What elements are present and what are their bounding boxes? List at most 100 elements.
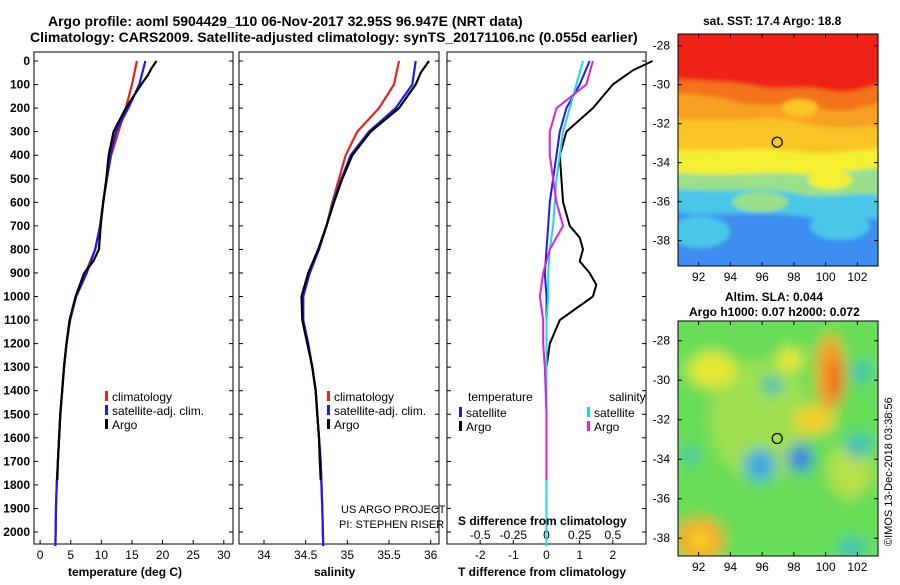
depth-tick-label: 1200: [3, 337, 30, 351]
x-tick-label: 36: [424, 548, 438, 562]
depth-tick-label: 1500: [3, 407, 30, 421]
map-lat-tick-label: -38: [653, 531, 671, 545]
series-line-sal_satellite: [545, 60, 584, 547]
sla-map-title: Altim. SLA: 0.044: [725, 290, 823, 304]
depth-tick-label: 500: [10, 172, 30, 186]
map-lon-tick-label: 100: [816, 560, 836, 574]
legend-swatch-climatology: [327, 391, 330, 401]
legend-swatch-sal_argo: [587, 421, 590, 431]
x-tick-label: -1: [508, 548, 519, 562]
map-lat-tick-label: -32: [653, 117, 671, 131]
legend-swatch-satellite: [459, 407, 462, 417]
title-line-1: Argo profile: aoml 5904429_110 06-Nov-20…: [48, 13, 523, 29]
legend-swatch-satellite: [105, 405, 108, 415]
x-tick-label: 30: [217, 548, 231, 562]
pi-annotation: PI: STEPHEN RISER: [339, 519, 444, 531]
map-lon-tick-label: 94: [724, 560, 738, 574]
legend-swatch-argo: [105, 419, 108, 429]
legend-label-satellite: satellite-adj. clim.: [334, 404, 426, 418]
legend-label-argo: Argo: [334, 418, 360, 432]
x-tick-label: 10: [95, 548, 109, 562]
depth-tick-label: 0: [23, 54, 30, 68]
top-x-tick-label: 0.25: [568, 528, 592, 542]
legend-label-climatology: climatology: [334, 390, 394, 404]
x-tick-label: 2: [609, 548, 616, 562]
map-lat-tick-label: -28: [653, 39, 671, 53]
project-annotation: US ARGO PROJECT: [341, 504, 446, 516]
depth-tick-label: 1700: [3, 454, 30, 468]
series-line-climatology: [302, 60, 401, 547]
legend-swatch-argo: [459, 421, 462, 431]
top-x-tick-label: -0.25: [500, 528, 528, 542]
series-line-argo: [545, 60, 654, 481]
map-lon-tick-label: 100: [816, 270, 836, 284]
depth-tick-label: 1900: [3, 501, 30, 515]
sst-map: [678, 34, 878, 266]
x-tick-label: 20: [156, 548, 170, 562]
legend-salinity-title: salinity: [609, 390, 646, 404]
map-lon-tick-label: 102: [847, 560, 867, 574]
map-lon-tick-label: 96: [755, 270, 769, 284]
legend-label-t-satellite: satellite: [466, 406, 507, 420]
map-lon-tick-label: 96: [755, 560, 769, 574]
map-lon-tick-label: 98: [787, 560, 801, 574]
legend-label-t-argo: Argo: [466, 420, 492, 434]
depth-tick-label: 1300: [3, 360, 30, 374]
map-lat-tick-label: -38: [653, 234, 671, 248]
map-lon-tick-label: 92: [692, 270, 706, 284]
legend-label-s-sal_argo: Argo: [594, 420, 620, 434]
x-tick-label: 1: [576, 548, 583, 562]
series-line-climatology: [54, 60, 138, 547]
depth-tick-label: 1600: [3, 431, 30, 445]
legend-label-satellite: satellite-adj. clim.: [112, 404, 204, 418]
legend-label-argo: Argo: [112, 418, 138, 432]
top-x-tick-label: -0.5: [470, 528, 491, 542]
legend-swatch-argo: [327, 419, 330, 429]
series-line-argo: [56, 60, 158, 481]
map-lon-tick-label: 102: [847, 270, 867, 284]
depth-tick-label: 1000: [3, 290, 30, 304]
map-lat-tick-label: -32: [653, 413, 671, 427]
salinity-xlabel: salinity: [314, 565, 356, 579]
depth-tick-label: 1100: [4, 313, 30, 327]
sla-argo-location-marker: [771, 432, 783, 445]
salinity-plot: 34 34.5 35 35.5 36 climatologysatellite-adj. …: [257, 60, 438, 562]
temperature-xlabel: temperature (deg C): [68, 565, 182, 579]
depth-tick-label: 400: [10, 148, 30, 162]
legend-temperature-title: temperature: [468, 390, 533, 404]
difference-xlabel: T difference from climatology: [458, 565, 626, 579]
sst-map-title: sat. SST: 17.4 Argo: 18.8: [703, 14, 842, 28]
sla-map: [678, 321, 878, 556]
top-x-tick-label: 0.5: [604, 528, 621, 542]
depth-tick-label: 900: [10, 266, 30, 280]
depth-tick-label: 1800: [3, 478, 30, 492]
x-tick-label: 35: [341, 548, 355, 562]
series-line-satellite: [54, 60, 147, 547]
map-lon-tick-label: 92: [692, 560, 706, 574]
depth-tick-label: 700: [10, 219, 30, 233]
map-lat-tick-label: -28: [653, 334, 671, 348]
legend-swatch-sal_satellite: [587, 407, 590, 417]
depth-tick-label: 300: [10, 125, 30, 139]
x-tick-label: 34: [257, 548, 271, 562]
x-tick-label: 0: [543, 548, 550, 562]
depth-axis: 0 100 200 300 400 500 600 700 800 900 1000 1100 1200…: [3, 54, 646, 539]
series-line-argo: [300, 60, 430, 481]
salinity-panel-frame: [238, 51, 440, 545]
legend-label-climatology: climatology: [112, 390, 172, 404]
legend-label-s-sal_satellite: satellite: [594, 406, 635, 420]
legend-swatch-satellite: [327, 405, 330, 415]
sst-map-axes: 92 94 96 98 100 102 -28 -30 -32 -34 -36 -38: [653, 34, 878, 284]
x-tick-label: 5: [67, 548, 74, 562]
map-lon-tick-label: 98: [787, 270, 801, 284]
series-line-sal_argo: [538, 60, 594, 481]
sst-argo-location-marker: [771, 136, 783, 148]
map-lat-tick-label: -34: [653, 156, 671, 170]
x-tick-label: 0: [37, 548, 44, 562]
difference-top-xlabel: S difference from climatology: [458, 514, 627, 528]
depth-tick-label: 200: [10, 101, 30, 115]
sla-map-subtitle: Argo h1000: 0.07 h2000: 0.072: [689, 305, 860, 319]
